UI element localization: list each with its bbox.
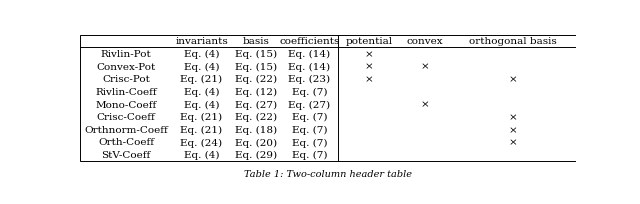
Text: convex: convex xyxy=(406,37,443,46)
Text: Rivlin-Coeff: Rivlin-Coeff xyxy=(95,88,157,96)
Text: Eq. (14): Eq. (14) xyxy=(289,50,330,59)
Text: Eq. (7): Eq. (7) xyxy=(292,113,327,122)
Text: basis: basis xyxy=(243,37,269,46)
Text: Eq. (14): Eq. (14) xyxy=(289,62,330,71)
Text: Eq. (4): Eq. (4) xyxy=(184,150,220,159)
Text: ×: × xyxy=(508,75,517,84)
Text: ×: × xyxy=(365,50,373,59)
Text: Eq. (23): Eq. (23) xyxy=(289,75,330,84)
Text: Orthnorm-Coeff: Orthnorm-Coeff xyxy=(84,125,168,134)
Text: Eq. (27): Eq. (27) xyxy=(235,100,277,109)
Text: ×: × xyxy=(508,113,517,122)
Text: ×: × xyxy=(365,75,373,84)
Text: ×: × xyxy=(365,62,373,71)
Text: Eq. (15): Eq. (15) xyxy=(235,62,277,71)
Text: potential: potential xyxy=(346,37,392,46)
Text: orthogonal basis: orthogonal basis xyxy=(469,37,557,46)
Text: Eq. (22): Eq. (22) xyxy=(235,113,277,122)
Text: Eq. (7): Eq. (7) xyxy=(292,138,327,147)
Text: Table 1: Two-column header table: Table 1: Two-column header table xyxy=(244,169,412,178)
Text: ×: × xyxy=(508,138,517,147)
Text: Crisc-Pot: Crisc-Pot xyxy=(102,75,150,84)
Text: Eq. (21): Eq. (21) xyxy=(180,113,223,122)
Text: Eq. (27): Eq. (27) xyxy=(289,100,330,109)
Text: coefficients: coefficients xyxy=(279,37,340,46)
Text: Eq. (7): Eq. (7) xyxy=(292,150,327,159)
Text: ×: × xyxy=(508,125,517,134)
Text: Rivlin-Pot: Rivlin-Pot xyxy=(100,50,151,59)
Text: Eq. (4): Eq. (4) xyxy=(184,62,220,71)
Bar xyxy=(80,35,576,161)
Text: Eq. (24): Eq. (24) xyxy=(180,138,223,147)
Text: Eq. (21): Eq. (21) xyxy=(180,75,223,84)
Text: Eq. (18): Eq. (18) xyxy=(235,125,277,134)
Text: Eq. (20): Eq. (20) xyxy=(235,138,277,147)
Text: Eq. (4): Eq. (4) xyxy=(184,50,220,59)
Text: Eq. (12): Eq. (12) xyxy=(235,88,277,96)
Text: ×: × xyxy=(420,100,429,109)
Text: Eq. (29): Eq. (29) xyxy=(235,150,277,159)
Text: Eq. (21): Eq. (21) xyxy=(180,125,223,134)
Text: Crisc-Coeff: Crisc-Coeff xyxy=(97,113,156,122)
Text: Eq. (7): Eq. (7) xyxy=(292,88,327,96)
Text: StV-Coeff: StV-Coeff xyxy=(101,150,150,159)
Text: Orth-Coeff: Orth-Coeff xyxy=(98,138,154,147)
Text: ×: × xyxy=(420,62,429,71)
Text: Eq. (4): Eq. (4) xyxy=(184,88,220,96)
Text: Eq. (22): Eq. (22) xyxy=(235,75,277,84)
Text: Eq. (15): Eq. (15) xyxy=(235,50,277,59)
Text: invariants: invariants xyxy=(175,37,228,46)
Text: Mono-Coeff: Mono-Coeff xyxy=(95,100,157,109)
Text: Convex-Pot: Convex-Pot xyxy=(96,62,156,71)
Text: Eq. (4): Eq. (4) xyxy=(184,100,220,109)
Text: Eq. (7): Eq. (7) xyxy=(292,125,327,134)
